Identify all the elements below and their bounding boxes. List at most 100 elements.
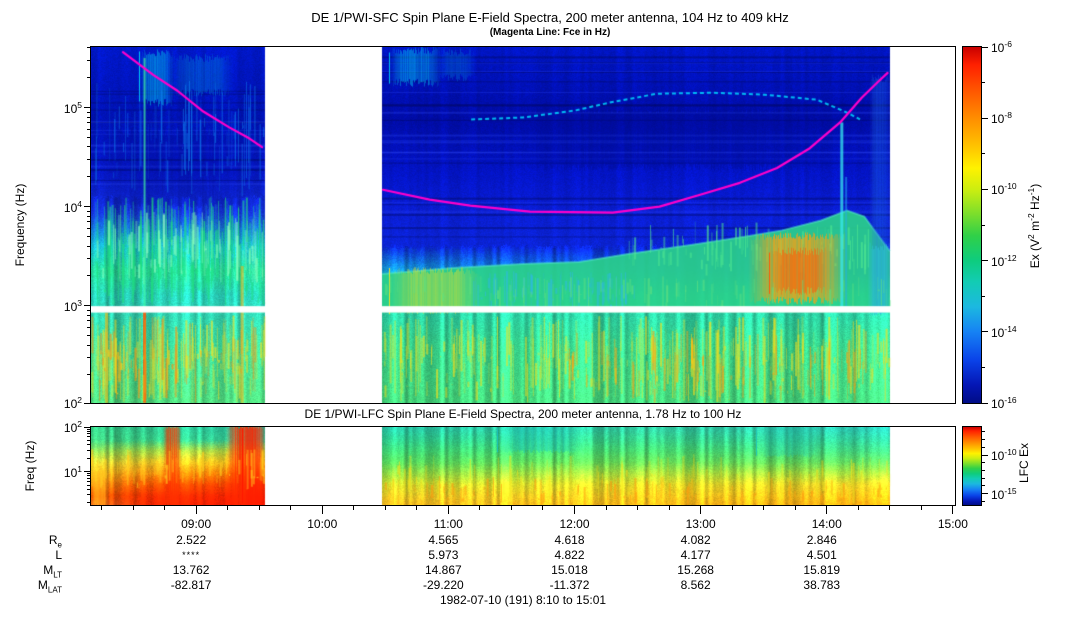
y-axis-minor-tick — [87, 314, 91, 316]
y-axis-minor-tick — [87, 502, 91, 504]
y-axis-minor-tick — [87, 488, 91, 490]
y-axis-minor-tick — [87, 122, 91, 124]
ephemeris-value: **** — [182, 550, 201, 560]
colorbar1-tick-label: 10-12 — [991, 252, 1017, 269]
y-axis-minor-tick — [87, 430, 91, 432]
colorbar1-tick — [982, 295, 985, 297]
y-axis-minor-tick — [87, 146, 91, 148]
colorbar1-tick — [982, 224, 985, 226]
y-axis-minor-tick — [87, 129, 91, 131]
colorbar1-tick-label: 10-14 — [991, 323, 1017, 340]
colorbar1 — [962, 46, 982, 404]
y-axis-tick-label: 104 — [63, 198, 82, 215]
ephemeris-value: 14.867 — [425, 563, 462, 577]
ephemeris-value: -29.220 — [423, 578, 464, 592]
colorbar2-tick — [982, 454, 988, 456]
panel1-subtitle: (Magenta Line: Fce in Hz) — [489, 27, 611, 38]
ephemeris-value: -11.372 — [549, 578, 590, 592]
x-axis-tick — [353, 506, 355, 510]
colorbar2-tick — [982, 439, 985, 441]
x-axis-tick — [857, 506, 859, 510]
x-axis-tick-label: 14:00 — [811, 517, 842, 531]
ephemeris-value: 8.562 — [680, 578, 711, 592]
y-axis-tick-label: 105 — [63, 99, 82, 116]
y-axis-minor-tick — [87, 457, 91, 459]
colorbar2-tick — [982, 485, 985, 487]
y-axis-minor-tick — [87, 59, 91, 61]
y-axis-minor-tick — [87, 494, 91, 496]
colorbar2-tick-label: 10-10 — [991, 447, 1017, 463]
y-axis-minor-tick — [87, 228, 91, 230]
colorbar1-tick-label: 10-16 — [991, 395, 1017, 411]
y-axis-major-tick — [84, 206, 91, 208]
x-axis-tick — [794, 506, 796, 510]
colorbar1-tick-label: 10-10 — [991, 181, 1017, 198]
x-axis-tick — [731, 506, 733, 510]
ephemeris-row-label: Re — [48, 533, 62, 550]
x-axis-tick — [605, 506, 607, 510]
colorbar1-tick — [982, 260, 988, 262]
x-axis-tick-label: 10:00 — [307, 517, 338, 531]
y-axis-minor-tick — [87, 257, 91, 259]
ephemeris-value: 4.177 — [680, 548, 711, 562]
x-axis-tick — [510, 506, 512, 510]
x-axis-tick — [132, 506, 134, 510]
y-axis-minor-tick — [87, 309, 91, 311]
ephemeris-value: 15.268 — [677, 563, 714, 577]
ephemeris-value: 5.973 — [428, 548, 459, 562]
colorbar1-tick — [982, 82, 985, 84]
x-axis-tick — [195, 506, 197, 514]
y-axis-major-tick — [84, 107, 91, 109]
y-axis-minor-tick — [87, 158, 91, 160]
panel1-title: DE 1/PWI-SFC Spin Plane E-Field Spectra,… — [311, 10, 789, 25]
colorbar1-label: Ex (V2 m-2 Hz-1) — [1026, 183, 1042, 269]
ephemeris-row-label: L — [55, 548, 62, 562]
x-axis-tick-label: 13:00 — [685, 517, 716, 531]
y-axis-minor-tick — [87, 344, 91, 346]
colorbar2-tick — [982, 500, 985, 502]
y-axis-minor-tick — [87, 428, 91, 430]
x-axis-tick-label: 12:00 — [559, 517, 590, 531]
y-axis-minor-tick — [87, 475, 91, 477]
y-axis-minor-tick — [87, 235, 91, 237]
ephemeris-value: 4.565 — [428, 533, 459, 547]
colorbar1-tick — [982, 402, 988, 404]
panel1-y-axis-label: Frequency (Hz) — [13, 183, 27, 267]
x-axis-tick — [227, 506, 229, 510]
y-axis-minor-tick — [87, 477, 91, 479]
y-axis-minor-tick — [87, 47, 91, 49]
y-axis-minor-tick — [87, 275, 91, 277]
y-axis-minor-tick — [87, 176, 91, 178]
ephemeris-row-label: MLAT — [37, 578, 62, 595]
x-axis-tick — [920, 506, 922, 510]
colorbar1-tick — [982, 331, 988, 333]
x-axis-tick — [952, 506, 954, 514]
y-axis-minor-tick — [87, 374, 91, 376]
colorbar2-tick — [982, 462, 985, 464]
colorbar1-tick — [982, 46, 988, 48]
x-axis-tick — [542, 506, 544, 510]
y-axis-minor-tick — [87, 136, 91, 138]
colorbar2 — [962, 426, 982, 506]
x-axis-tick — [447, 506, 449, 514]
ephemeris-value: 2.522 — [176, 533, 207, 547]
y-axis-tick-label: 102 — [63, 395, 82, 411]
y-axis-minor-tick — [87, 221, 91, 223]
ephemeris-value: 15.819 — [803, 563, 841, 577]
x-axis-tick — [700, 506, 702, 514]
colorbar2-tick — [982, 493, 988, 494]
colorbar2-tick — [982, 469, 985, 471]
colorbar1-tick-label: 10-8 — [991, 110, 1012, 127]
x-axis-tick — [321, 506, 323, 514]
y-axis-minor-tick — [87, 327, 91, 329]
colorbar2-tick — [982, 431, 985, 433]
x-axis-tick — [479, 506, 481, 510]
y-axis-major-tick — [84, 471, 91, 473]
y-axis-minor-tick — [87, 245, 91, 247]
y-axis-tick-label: 103 — [63, 297, 82, 314]
x-axis-tick-label: 15:00 — [937, 517, 968, 531]
ephemeris-value: 4.822 — [554, 548, 585, 562]
ephemeris-value: 13.762 — [172, 563, 210, 577]
y-axis-minor-tick — [87, 480, 91, 482]
